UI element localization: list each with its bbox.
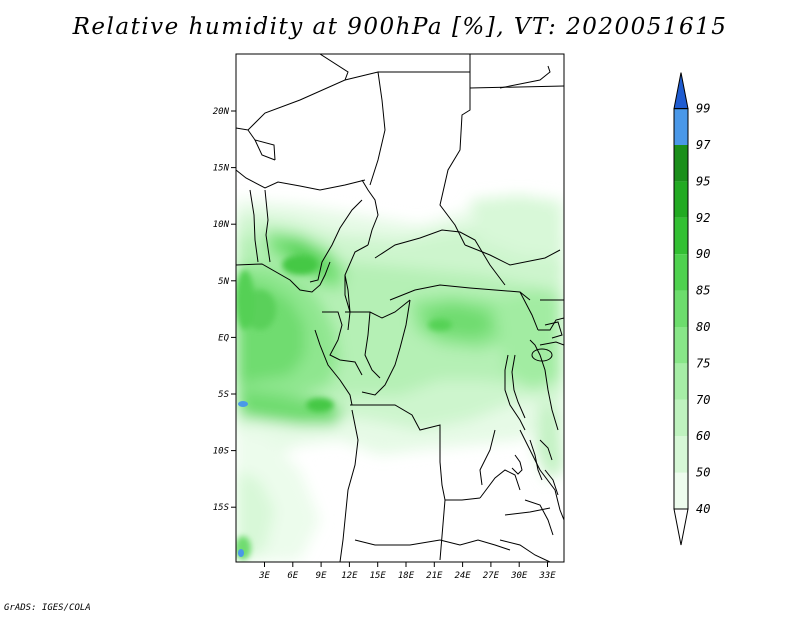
lat-tick-label: 20N [213,107,230,117]
colorbar-segment [674,108,688,145]
colorbar-segment [674,472,688,509]
colorbar-label: 90 [696,247,710,261]
colorbar-segment [674,363,688,400]
lon-tick-label: 30E [510,571,528,581]
lon-tick-label: 33E [538,571,556,581]
lat-tick-label: EQ [218,333,229,343]
lat-tick-label: 10N [213,220,230,230]
lon-tick-label: 12E [341,571,358,581]
lon-tick-label: 15E [370,571,387,581]
grads-credit: GrADS: IGES/COLA [4,603,91,613]
colorbar-segment [674,399,688,437]
colorbar-segment [674,290,688,327]
lat-tick-label: 5S [218,390,229,400]
humidity-field [236,195,564,562]
lon-tick-label: 21E [426,571,443,581]
lon-tick-label: 24E [454,571,471,581]
colorbar-label: 75 [696,356,710,370]
lon-tick-label: 18E [398,571,415,581]
colorbar: 40 50 60 70 75 80 85 90 92 95 97 99 [673,72,711,546]
latitude-ticks: 20N 15N 10N 5N EQ 5S 10S 15S [213,107,236,513]
lat-tick-label: 15N [213,164,230,174]
colorbar-segment [674,181,688,218]
colorbar-outline [673,108,689,510]
colorbar-label: 85 [696,284,710,298]
colorbar-label: 60 [696,429,710,443]
colorbar-label: 50 [696,466,710,480]
lat-tick-label: 5N [218,277,229,287]
country-borders [236,54,564,562]
colorbar-segment [674,436,688,473]
colorbar-label: 99 [696,102,710,116]
colorbar-max-triangle [673,72,689,110]
colorbar-min-triangle [673,508,689,546]
colorbar-segment [674,254,688,291]
map-title: Relative humidity at 900hPa [%], VT: 202… [72,14,728,40]
colorbar-label: 95 [696,174,710,188]
lat-tick-label: 10S [213,447,230,457]
colorbar-segment [674,327,688,364]
lon-tick-label: 3E [258,571,270,581]
colorbar-segment [674,145,688,182]
lon-tick-label: 9E [316,571,327,581]
lon-tick-label: 6E [287,571,298,581]
lat-tick-label: 15S [213,503,230,513]
longitude-ticks: 3E 6E 9E 12E 15E 18E 21E 24E 27E 30E 33E [258,562,556,581]
map-frame [235,53,565,563]
colorbar-label: 40 [696,502,710,516]
colorbar-label: 97 [696,138,711,152]
colorbar-label: 80 [696,320,710,334]
colorbar-label: 92 [696,211,710,225]
lon-tick-label: 27E [483,571,500,581]
colorbar-segment [674,217,688,255]
colorbar-label: 70 [696,393,710,407]
